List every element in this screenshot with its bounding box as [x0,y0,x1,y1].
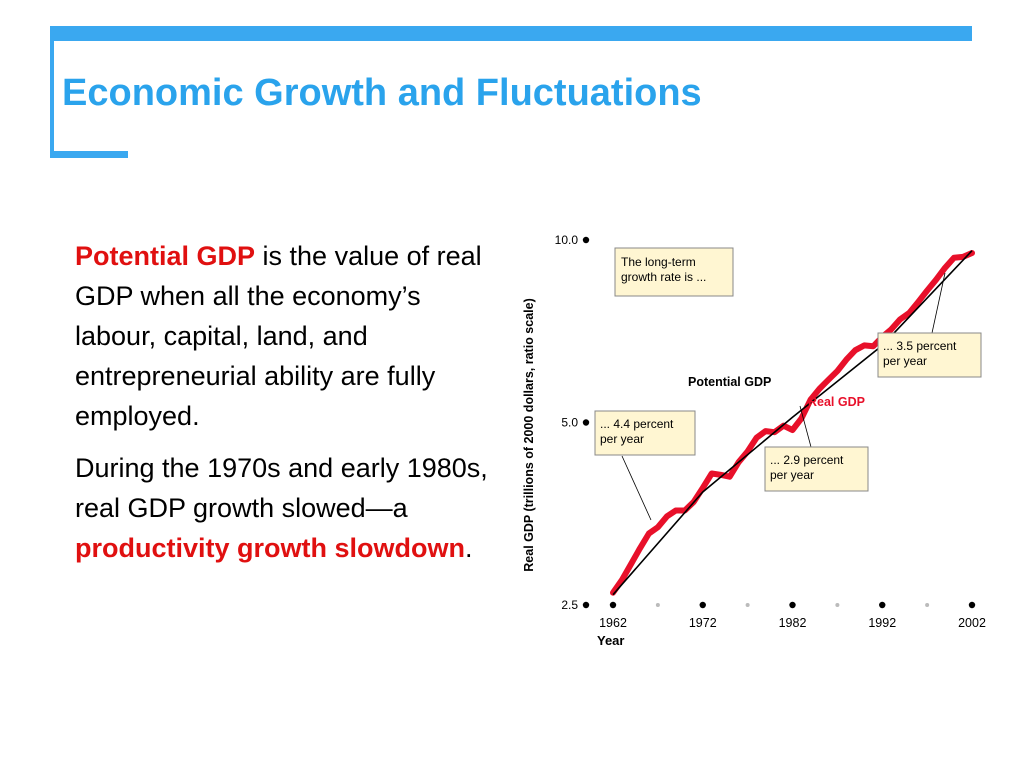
y-tick-dot [582,419,590,426]
x-minor-tick-dot [835,603,840,607]
callouts: The long-term growth rate is ... ... 4.4… [594,247,982,521]
x-tick-dot [789,601,796,609]
y-tick-label: 10.0 [555,233,579,247]
y-axis-ticks: 2.5 5.0 10.0 [555,233,590,612]
callout-leader-line [799,405,812,448]
x-minor-tick-dot [655,603,660,607]
header-top-rule [50,26,972,41]
x-minor-tick-dot [925,603,930,607]
potential-gdp-label: Potential GDP [688,375,771,389]
x-tick-label: 1982 [779,616,807,630]
y-axis-label: Real GDP (trillions of 2000 dollars, rat… [522,298,536,571]
paragraph-slowdown: During the 1970s and early 1980s, real G… [75,448,495,568]
x-axis-ticks: 1962 1972 1982 1992 2002 [599,601,986,630]
callout-4-4-percent: ... 4.4 percent per year [600,417,674,446]
term-potential-gdp: Potential GDP [75,241,256,271]
x-tick-label: 1972 [689,616,717,630]
x-tick-dot [879,601,886,609]
callout-box [877,332,982,378]
callout-2-9-percent: ... 2.9 percent per year [770,453,844,482]
callout-3-5-percent: ... 3.5 percent per year [883,339,957,368]
potential-gdp-line [612,250,973,596]
callout-growth-rate: The long-term growth rate is ... [621,255,707,284]
y-tick-dot [582,601,590,609]
y-tick-label: 2.5 [561,598,578,612]
x-tick-label: 2002 [958,616,986,630]
x-tick-label: 1992 [868,616,896,630]
x-tick-dot [609,601,617,609]
slide-body: Potential GDP is the value of real GDP w… [75,236,495,580]
paragraph-2-text: During the 1970s and early 1980s, real G… [75,453,488,523]
paragraph-1-text: is the value of real GDP when all the ec… [75,241,482,431]
x-tick-dot [968,601,976,609]
callout-box [764,446,869,492]
real-gdp-label: Real GDP [808,395,865,409]
paragraph-2-tail: . [464,533,473,563]
y-tick-dot [582,236,590,244]
y-tick-label: 5.0 [561,416,578,430]
x-axis-label: Year [597,633,624,648]
term-productivity-slowdown: productivity growth slowdown [75,533,465,563]
real-gdp-line [610,250,975,596]
header-left-rule [50,26,54,158]
callout-box [594,410,696,456]
x-tick-dot [699,601,706,609]
series-layer [610,250,975,596]
callout-box [614,247,734,297]
x-minor-tick-dot [745,603,750,607]
callout-leader-line [621,455,652,521]
x-tick-label: 1962 [599,616,627,630]
paragraph-potential-gdp: Potential GDP is the value of real GDP w… [75,236,495,436]
callout-leader-line [931,272,946,334]
slide-title: Economic Growth and Fluctuations [62,72,702,114]
header-bottom-tick [50,151,128,158]
